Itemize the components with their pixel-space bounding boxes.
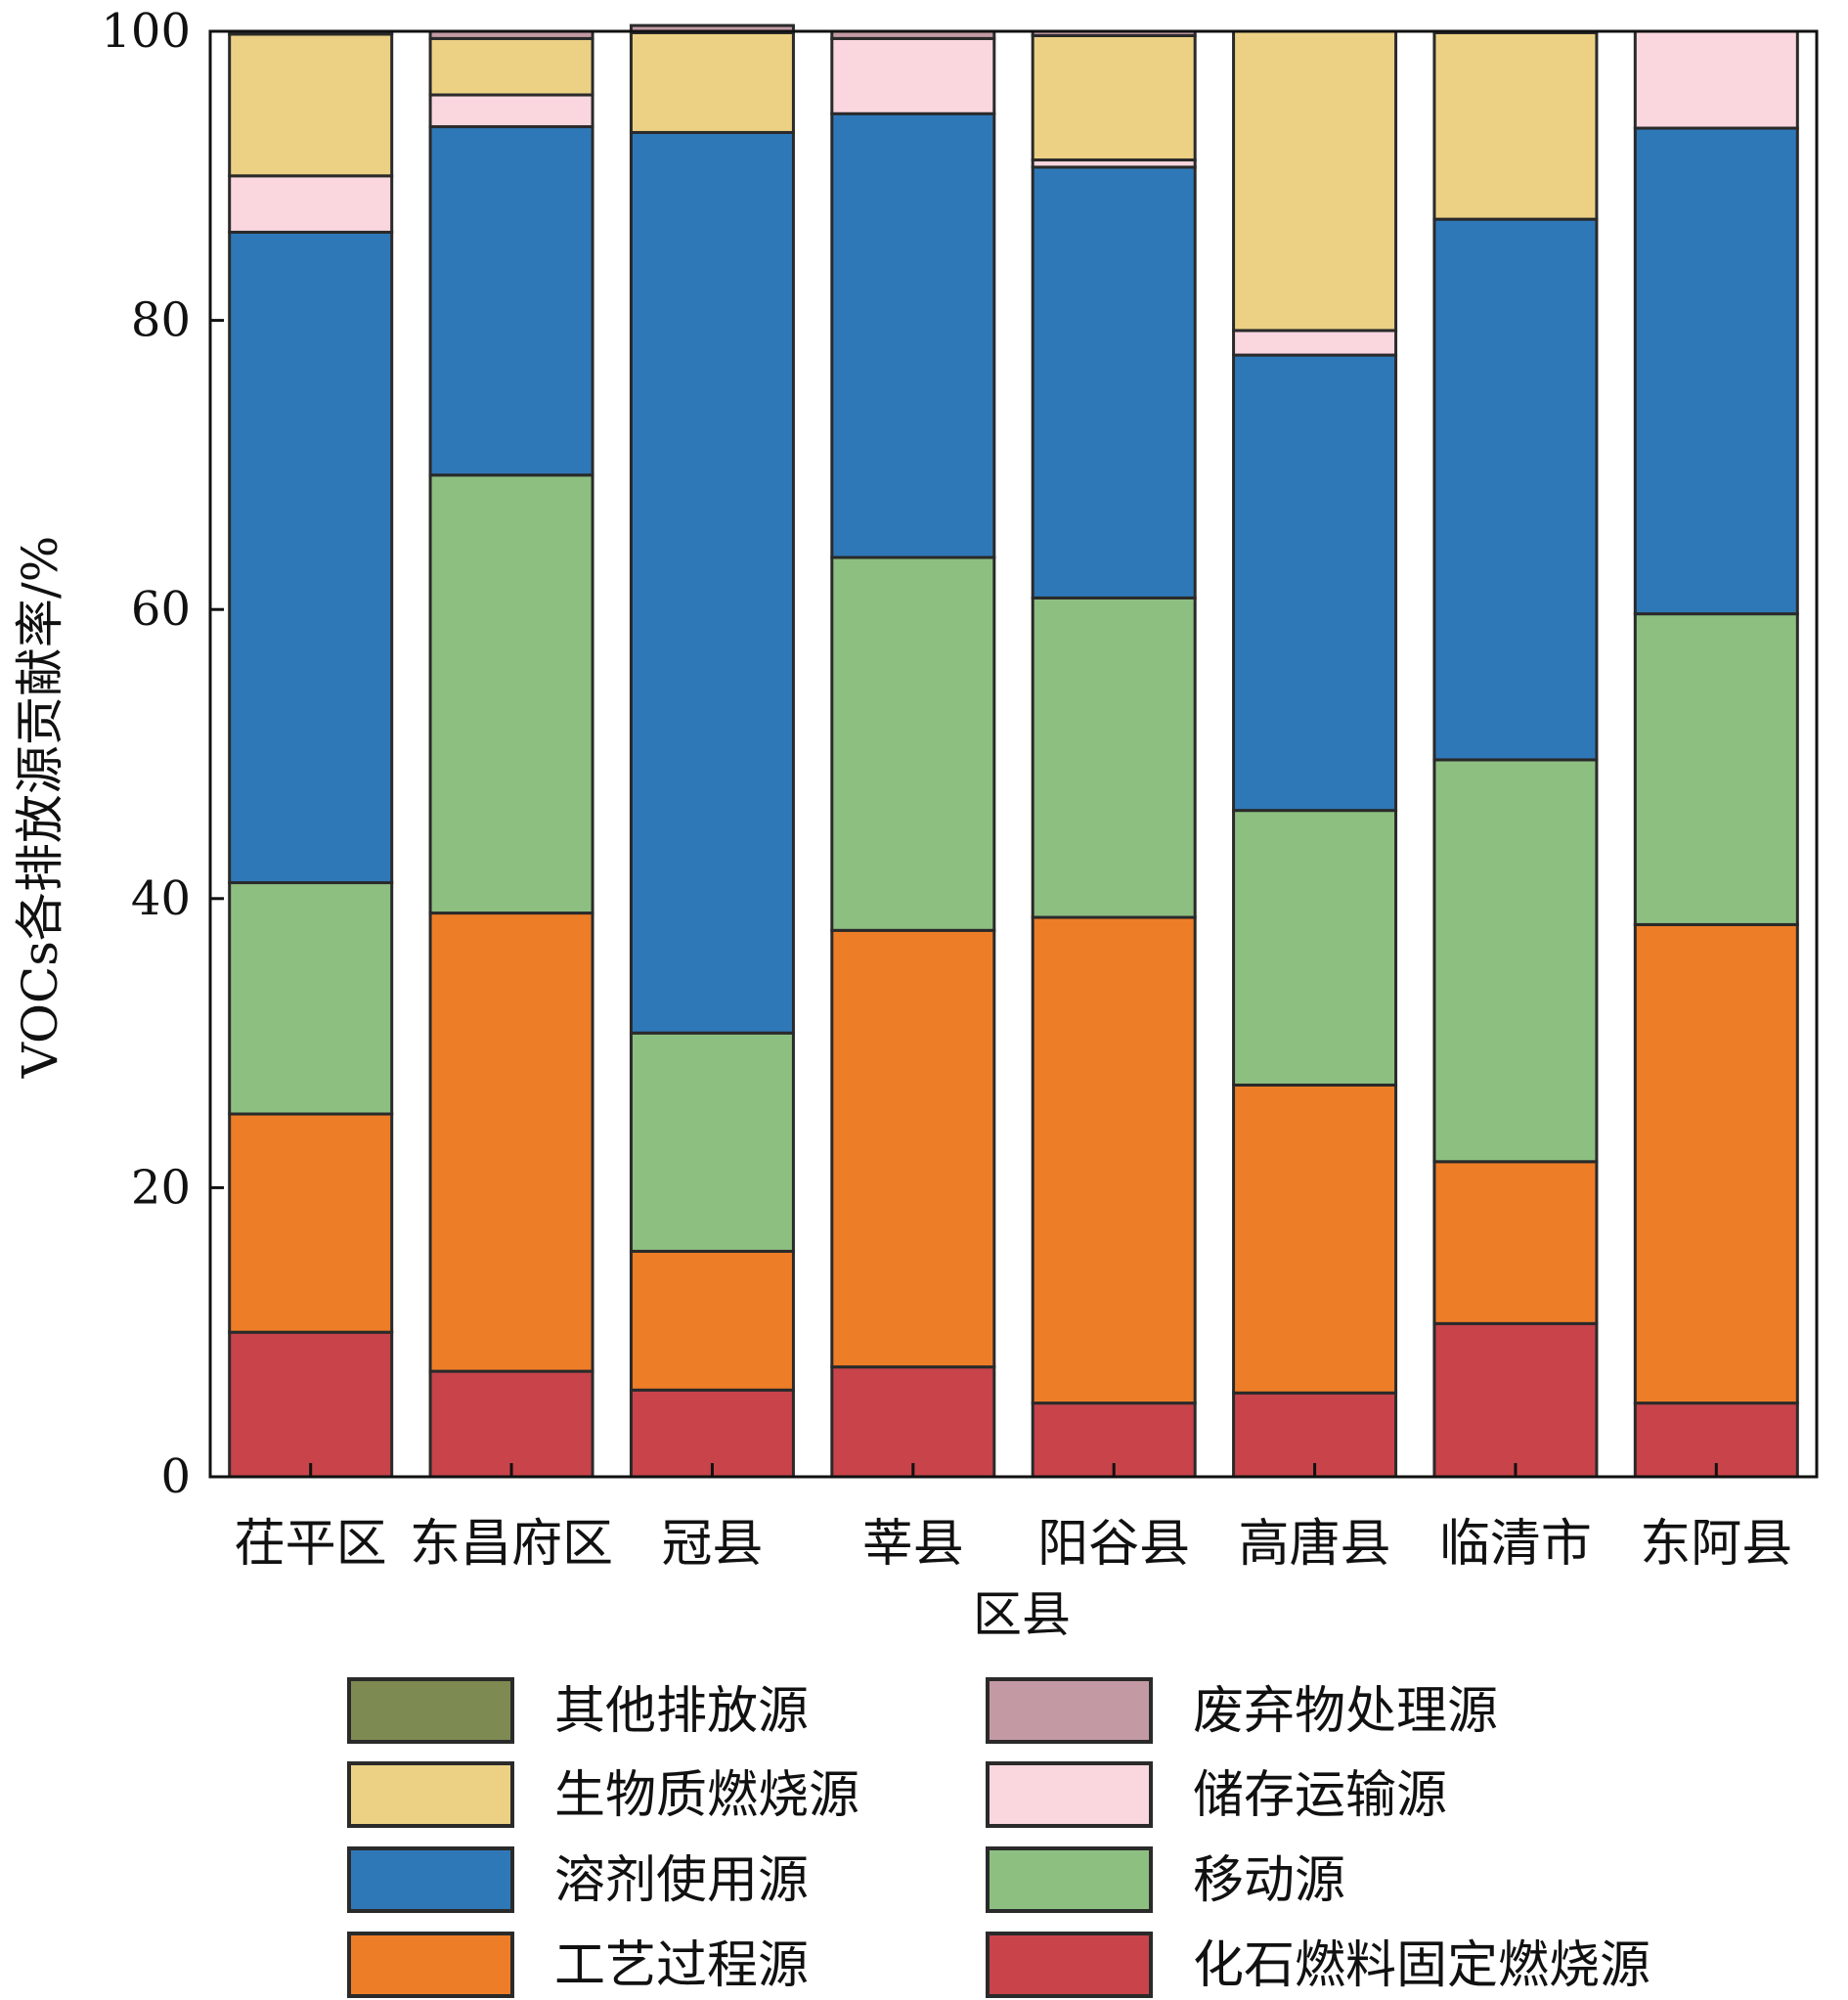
bar-segment [629,1031,795,1253]
bar-segment [228,1330,394,1479]
bar-segment [228,230,394,885]
bar-segment [228,32,394,178]
bar-segment [1633,922,1799,1405]
legend-swatch [986,1761,1153,1828]
x-tick-label: 东昌府区 [410,1515,613,1574]
bar-segment [830,928,996,1369]
y-axis-title: VOCs各排放源贡献率/% [12,536,68,1080]
bar-segment [428,36,594,97]
bar-segment [428,473,594,915]
bar-segment [228,881,394,1116]
bar-segment [629,1388,795,1479]
legend-swatch [986,1677,1153,1744]
legend-swatch [347,1846,514,1913]
y-tick-label: 20 [131,1160,191,1215]
bar-segment [228,174,394,234]
x-tick-label: 茌平区 [235,1515,387,1574]
legend-label: 废弃物处理源 [1193,1682,1498,1741]
legend-label: 生物质燃烧源 [554,1766,859,1825]
legend-swatch [347,1677,514,1744]
x-tick-label: 东阿县 [1640,1515,1792,1574]
y-tick-label: 80 [131,293,191,348]
x-tick-label: 冠县 [661,1515,763,1574]
legend-label: 其他排放源 [554,1682,809,1741]
x-tick-label: 临清市 [1439,1515,1592,1574]
bar-segment [629,1249,795,1392]
bar-segment [428,911,594,1373]
bar-segment [1432,758,1599,1164]
y-tick-label: 40 [131,871,191,926]
legend-label: 储存运输源 [1193,1766,1447,1825]
bar-segment [629,30,795,134]
bar-segment [830,1365,996,1479]
bar-segment [1633,612,1799,926]
bar-segment [1432,30,1599,221]
bar-segment [1432,1321,1599,1479]
x-tick-label: 高唐县 [1239,1515,1391,1574]
bar-segment [428,125,594,477]
bar-layer [228,23,1799,1479]
y-tick-label: 60 [131,582,191,637]
legend-label: 工艺过程源 [554,1936,809,1995]
bar-segment [228,1112,394,1334]
bar-segment [830,36,996,115]
bar-segment [1432,1160,1599,1325]
y-tick-label: 0 [160,1449,191,1504]
bar-segment [1232,809,1398,1087]
bar-segment [629,130,795,1035]
bar-segment [1232,1083,1398,1395]
bar-segment [428,1369,594,1479]
bar-segment [1232,29,1398,333]
legend-swatch [986,1846,1153,1913]
x-axis-title: 区县 [973,1586,1071,1643]
bar-segment [830,111,996,559]
legend-label: 移动源 [1193,1851,1345,1910]
bar-segment [1031,165,1197,600]
bar-segment [1031,915,1197,1405]
bar-segment [1031,596,1197,919]
x-tick-label: 阳谷县 [1037,1515,1190,1574]
bar-segment [1031,33,1197,162]
bar-segment [428,93,594,129]
legend-swatch [986,1932,1153,1998]
bar-segment [1633,29,1799,130]
y-tick-label: 100 [101,4,191,59]
legend-label: 溶剂使用源 [554,1851,809,1910]
bar-segment [1432,217,1599,762]
bar-segment [1633,126,1799,616]
bar-segment [1232,329,1398,357]
legend-swatch [347,1932,514,1998]
legend-label: 化石燃料固定燃烧源 [1193,1936,1650,1995]
bar-segment [1232,353,1398,813]
legend-swatch [347,1761,514,1828]
axes: 0 20 40 60 80 100 茌平区 东昌府区 冠县 莘县 阳谷县 高唐县 临清市 东阿县 [101,4,1819,1574]
bar-segment [830,556,996,932]
x-tick-label: 莘县 [862,1515,964,1574]
plot-frame [208,29,1819,1479]
